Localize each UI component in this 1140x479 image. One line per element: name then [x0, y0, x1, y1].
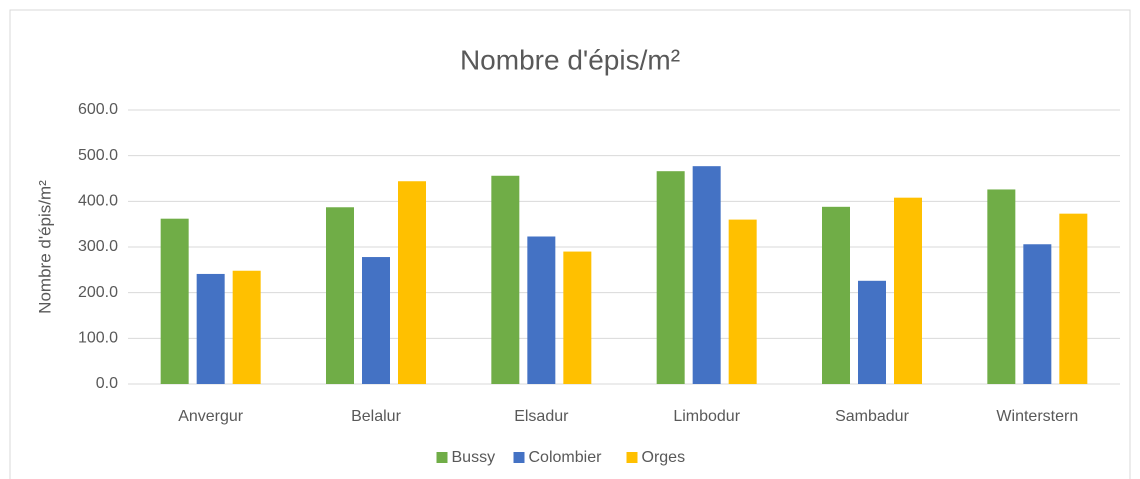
- bar: [362, 257, 390, 384]
- bar: [728, 219, 757, 384]
- legend-swatch: [436, 452, 448, 463]
- x-tick-label: Elsadur: [514, 408, 569, 425]
- x-tick-label: Anvergur: [178, 408, 244, 425]
- bar: [160, 218, 189, 384]
- y-tick-label: 0.0: [96, 375, 118, 392]
- legend-swatch: [513, 452, 525, 463]
- bar: [1023, 244, 1052, 384]
- bar: [196, 273, 225, 384]
- x-tick-label: Winterstern: [996, 408, 1078, 425]
- bar: [987, 189, 1016, 384]
- bar: [232, 270, 261, 384]
- legend-label: Orges: [642, 449, 686, 466]
- legend-label: Colombier: [529, 449, 603, 466]
- y-axis-label: Nombre d'épis/m²: [35, 180, 54, 314]
- x-tick-label: Belalur: [351, 408, 401, 425]
- bar: [398, 181, 426, 384]
- bar: [656, 171, 685, 384]
- y-tick-label: 400.0: [78, 193, 118, 210]
- y-tick-label: 100.0: [78, 330, 118, 347]
- chart-title: Nombre d'épis/m²: [460, 44, 680, 75]
- bar: [692, 166, 721, 384]
- bar: [822, 206, 850, 384]
- bar: [326, 207, 354, 384]
- bar: [491, 175, 520, 384]
- bar: [563, 251, 592, 384]
- legend-swatch: [626, 452, 638, 463]
- y-tick-label: 500.0: [78, 147, 118, 164]
- x-tick-label: Sambadur: [835, 408, 909, 425]
- legend-label: Bussy: [452, 449, 496, 466]
- bar: [858, 280, 886, 384]
- bar: [1059, 213, 1088, 384]
- y-tick-label: 300.0: [78, 238, 118, 255]
- y-tick-label: 200.0: [78, 284, 118, 301]
- bar: [894, 197, 922, 384]
- chart-border: [9, 9, 1131, 479]
- x-tick-label: Limbodur: [673, 408, 740, 425]
- y-tick-label: 600.0: [78, 101, 118, 118]
- bar: [527, 236, 556, 384]
